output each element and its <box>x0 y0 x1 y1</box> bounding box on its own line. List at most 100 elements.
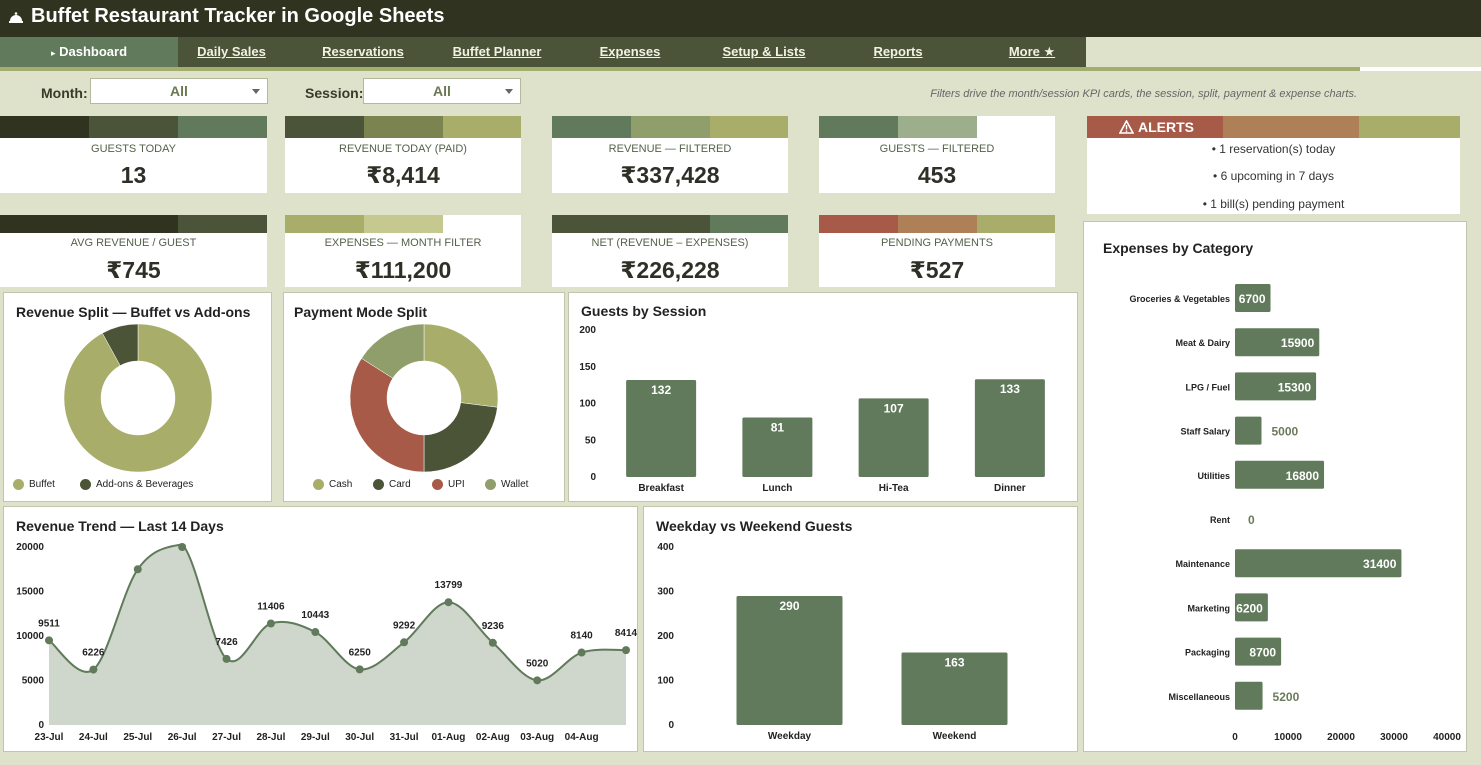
bar-value-label: 16800 <box>1286 469 1320 483</box>
chart-title: Revenue Split — Buffet vs Add-ons <box>16 304 251 320</box>
bar <box>1235 372 1317 401</box>
tab-reports[interactable]: Reports <box>873 44 923 59</box>
alerts-header: ALERTS <box>1119 119 1194 135</box>
kpi-value: ₹527 <box>909 257 965 283</box>
x-tick-label: 0 <box>1232 732 1238 743</box>
pie-slice <box>349 358 425 473</box>
x-tick-label: 30-Jul <box>345 732 374 743</box>
category-label: Miscellaneous <box>1168 692 1230 702</box>
y-tick-label: 20000 <box>16 542 44 553</box>
alert-item: • 6 upcoming in 7 days <box>1213 169 1334 183</box>
x-tick-label: 27-Jul <box>212 732 241 743</box>
legend-item: UPI <box>432 479 465 490</box>
card-stripe <box>364 215 443 233</box>
legend-swatch <box>432 479 443 490</box>
tab-reservations[interactable]: Reservations <box>322 44 404 59</box>
weekday-weekend-panel: Weekday vs Weekend Guests 0 100 200 300 400 2… <box>643 506 1078 752</box>
card-stripe <box>0 116 89 138</box>
revenue-split-panel: Revenue Split — Buffet vs Add-ons Buffet… <box>3 292 272 502</box>
tab-dashboard[interactable]: ▸ Dashboard <box>0 37 178 67</box>
x-tick-label: Hi-Tea <box>879 483 909 494</box>
alerts-panel: ALERTS • 1 reservation(s) today • 6 upco… <box>1087 116 1460 214</box>
tab-buffet-planner[interactable]: Buffet Planner <box>452 44 542 59</box>
bar <box>1235 593 1268 622</box>
data-point <box>488 638 497 647</box>
y-tick-label: 100 <box>579 399 596 410</box>
x-tick-label: Weekend <box>933 731 977 742</box>
card-stripe <box>1223 116 1359 138</box>
bar-value-label: 5000 <box>1272 425 1299 439</box>
card-stripe <box>898 116 977 138</box>
tab-setup-lists[interactable]: Setup & Lists <box>722 44 806 59</box>
bar <box>626 379 697 477</box>
tab-label: Dashboard <box>59 44 128 59</box>
kpi-value: 13 <box>120 162 147 188</box>
legend-swatch <box>313 479 324 490</box>
bar-value-label: 15900 <box>1281 336 1315 350</box>
tab-daily-sales[interactable]: Daily Sales <box>197 44 266 59</box>
kpi-label: REVENUE TODAY (PAID) <box>339 143 467 155</box>
card-stripe <box>552 215 631 233</box>
card-stripe <box>631 215 710 233</box>
card-stripe <box>898 215 977 233</box>
legend-item: Card <box>373 479 411 490</box>
kpi-label: PENDING PAYMENTS <box>880 237 994 249</box>
bar <box>1235 416 1262 445</box>
y-tick-label: 200 <box>579 325 596 336</box>
data-label: 7426 <box>215 637 238 648</box>
bar <box>858 398 929 477</box>
data-point <box>311 628 320 637</box>
buffet-cloche-icon <box>9 12 23 23</box>
kpi-card-guests-filtered: GUESTS — FILTERED 453 <box>819 116 1055 193</box>
y-tick-label: 10000 <box>16 631 44 642</box>
pie-slice <box>423 402 498 473</box>
x-tick-label: 24-Jul <box>79 732 108 743</box>
kpi-value: ₹111,200 <box>354 257 452 283</box>
bar-value-label: 107 <box>884 401 904 415</box>
data-point <box>222 654 231 663</box>
legend-label: UPI <box>448 479 465 490</box>
legend-label: Card <box>389 479 411 490</box>
x-tick-label: 23-Jul <box>35 732 64 743</box>
guests-by-session-chart: 0 50 100 150 200 132 Breakfast 81 Lunch 107 Hi-Tea… <box>579 325 1045 494</box>
kpi-label: EXPENSES — MONTH FILTER <box>324 237 482 249</box>
kpi-label: REVENUE — FILTERED <box>608 143 732 155</box>
bar-value-label: 8700 <box>1249 646 1276 660</box>
data-point <box>133 565 142 574</box>
y-tick-label: 50 <box>585 435 597 446</box>
month-filter-label: Month: <box>41 85 88 101</box>
app-title: Buffet Restaurant Tracker in Google Shee… <box>31 5 445 27</box>
chart-title: Guests by Session <box>581 303 707 319</box>
x-tick-label: Dinner <box>994 483 1026 494</box>
card-stripe <box>443 215 521 233</box>
tab-more[interactable]: More ★ <box>1008 44 1056 59</box>
category-label: Marketing <box>1187 603 1230 613</box>
chevron-down-icon <box>505 89 513 94</box>
x-tick-label: 02-Aug <box>476 732 510 743</box>
bar <box>1235 284 1271 312</box>
legend-label: Buffet <box>29 479 55 490</box>
kpi-card-guests-today: GUESTS TODAY 13 <box>0 116 267 193</box>
session-filter-select[interactable]: All <box>363 78 521 104</box>
legend-swatch <box>485 479 496 490</box>
kpi-label: NET (REVENUE – EXPENSES) <box>591 237 749 249</box>
bar-value-label: 15300 <box>1278 380 1312 394</box>
kpi-card-net: NET (REVENUE – EXPENSES) ₹226,228 <box>552 215 788 287</box>
data-point <box>355 665 364 674</box>
nav-underline-end <box>1360 67 1481 71</box>
x-tick-label: 40000 <box>1433 732 1461 743</box>
data-label: 11406 <box>257 601 285 612</box>
tab-expenses[interactable]: Expenses <box>599 44 661 59</box>
session-filter-label: Session: <box>305 85 364 101</box>
bar <box>742 417 813 477</box>
kpi-label: AVG REVENUE / GUEST <box>70 237 197 249</box>
month-filter-select[interactable]: All <box>90 78 268 104</box>
chart-title: Expenses by Category <box>1103 240 1254 256</box>
legend-label: Wallet <box>501 479 529 490</box>
legend-swatch <box>80 479 91 490</box>
y-tick-label: 200 <box>657 631 674 642</box>
bar <box>1235 681 1263 710</box>
bar <box>1235 549 1402 578</box>
kpi-value: ₹8,414 <box>366 162 440 188</box>
data-point <box>533 676 542 685</box>
